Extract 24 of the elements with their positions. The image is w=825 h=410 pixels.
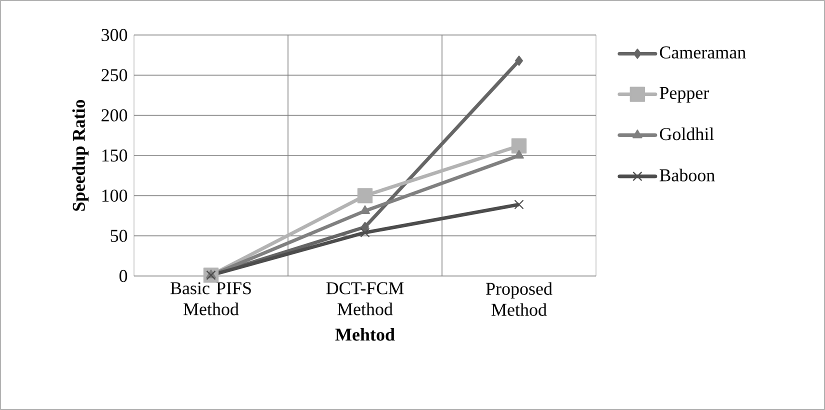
x-axis-title: Mehtod	[335, 328, 395, 341]
legend-label: Cameraman	[660, 46, 746, 59]
point	[357, 188, 373, 204]
y-tick-label: 150	[102, 149, 128, 162]
y-tick-label: 250	[102, 69, 128, 82]
point	[514, 150, 524, 159]
point	[514, 200, 524, 210]
point	[511, 138, 527, 154]
y-tick-label: 200	[102, 109, 128, 122]
legend-label: Pepper	[660, 87, 710, 103]
x-tick-label: Basic PIFS Method	[170, 282, 251, 316]
x-tick-label: DCT-FCM Method	[326, 282, 404, 316]
point	[360, 228, 370, 238]
point	[360, 205, 370, 214]
legend-label: Goldhil	[660, 128, 714, 140]
x-tick-label: Proposed Method	[486, 282, 552, 316]
point	[361, 222, 369, 232]
y-tick-label: 300	[102, 28, 128, 42]
y-tick-label: 50	[110, 230, 128, 242]
point	[515, 56, 523, 66]
legend-label: Baboon	[660, 168, 715, 182]
y-tick-label: 100	[102, 190, 128, 202]
y-axis-title: Speedup Ratio	[72, 100, 89, 211]
y-tick-label: 0	[119, 270, 128, 282]
